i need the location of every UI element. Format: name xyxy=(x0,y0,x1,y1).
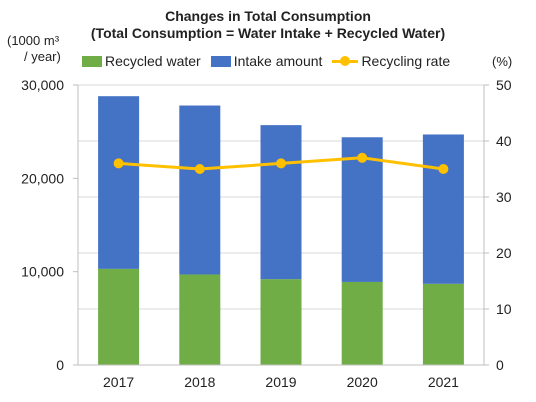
chart-subtitle: (Total Consumption = Water Intake + Recy… xyxy=(90,25,446,41)
legend-label-recycled-water: Recycled water xyxy=(105,53,201,69)
legend: Recycled water Intake amount Recycling r… xyxy=(82,52,460,70)
right-axis-tick-label-2: 20 xyxy=(496,245,512,261)
right-axis-tick-label-0: 0 xyxy=(496,357,504,373)
left-axis-tick-label-2: 20,000 xyxy=(21,170,64,186)
bar-recycled-water-2017 xyxy=(98,268,140,365)
bar-recycled-water-2019 xyxy=(260,279,302,365)
bar-recycled-water-2018 xyxy=(179,274,221,365)
right-axis-tick-label-1: 10 xyxy=(496,301,512,317)
right-axis-tick-label-4: 40 xyxy=(496,133,512,149)
right-axis-tick-label-5: 50 xyxy=(496,77,512,93)
point-recycling-rate-2021 xyxy=(438,164,449,174)
point-recycling-rate-2019 xyxy=(276,158,286,169)
bar-intake-amount-2017 xyxy=(98,96,140,269)
chart-title: Changes in Total Consumption xyxy=(165,8,371,24)
bar-recycled-water-2021 xyxy=(422,283,464,365)
x-axis-tick-label-2019: 2019 xyxy=(265,374,296,390)
point-recycling-rate-2017 xyxy=(113,158,124,169)
legend-item-recycled-water: Recycled water xyxy=(82,53,201,69)
legend-item-intake-amount: Intake amount xyxy=(210,53,323,69)
legend-swatch-intake-amount xyxy=(210,55,231,67)
legend-swatch-recycled-water xyxy=(82,55,102,67)
right-axis-tick-label-3: 30 xyxy=(496,189,512,205)
bar-intake-amount-2019 xyxy=(260,125,302,280)
x-axis-tick-label-2018: 2018 xyxy=(184,374,215,390)
bar-intake-amount-2021 xyxy=(422,134,464,284)
left-axis-unit-line1: (1000 m³ xyxy=(7,33,60,48)
legend-label-intake-amount: Intake amount xyxy=(233,53,323,69)
legend-item-recycling-rate: Recycling rate xyxy=(332,53,450,69)
bar-recycled-water-2020 xyxy=(341,281,383,365)
point-recycling-rate-2018 xyxy=(194,164,205,174)
legend-swatch-recycling-rate xyxy=(332,55,359,67)
left-axis-tick-label-0: 0 xyxy=(56,357,64,373)
left-axis-tick-label-1: 10,000 xyxy=(21,264,64,280)
x-axis-tick-label-2017: 2017 xyxy=(103,374,134,390)
right-axis-unit: (%) xyxy=(492,54,513,69)
left-axis-tick-label-3: 30,000 xyxy=(21,77,64,93)
x-axis-tick-label-2020: 2020 xyxy=(347,374,378,390)
left-axis-unit-line2: / year) xyxy=(24,49,61,64)
bar-intake-amount-2018 xyxy=(179,105,221,275)
legend-label-recycling-rate: Recycling rate xyxy=(361,53,451,69)
point-recycling-rate-2020 xyxy=(357,152,368,163)
x-axis-tick-label-2021: 2021 xyxy=(428,374,459,390)
